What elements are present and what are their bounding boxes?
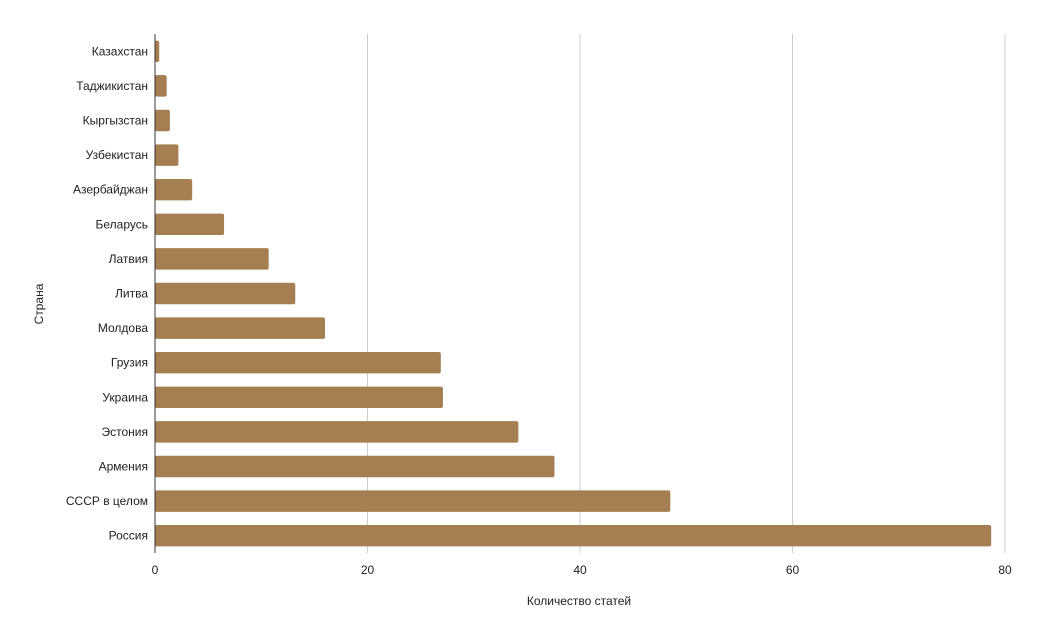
bar-10 xyxy=(155,351,441,374)
bar-14 xyxy=(155,490,671,512)
y-category-label: Беларусь xyxy=(96,217,148,231)
x-axis-title: Количество статей xyxy=(527,594,631,608)
x-tick-label: 60 xyxy=(786,563,800,577)
tick-labels: 0 20 40 60 80 Казахстан Таджикистан Кыргызстан У… xyxy=(66,44,1012,577)
x-tick-label: 20 xyxy=(361,563,375,577)
bar-3 xyxy=(155,109,170,132)
bar-15 xyxy=(155,524,992,547)
y-category-label: Украина xyxy=(102,390,148,404)
bar-13 xyxy=(155,455,555,478)
bar-6 xyxy=(155,213,225,236)
bar-4 xyxy=(155,144,179,166)
y-category-label: Литва xyxy=(115,287,148,301)
bar-11 xyxy=(155,386,443,409)
y-category-label: Узбекистан xyxy=(86,148,148,162)
y-category-label: Молдова xyxy=(98,321,148,335)
y-category-label: Казахстан xyxy=(92,44,148,58)
bar-5 xyxy=(155,178,193,201)
y-category-label: Латвия xyxy=(109,252,148,266)
bar-2 xyxy=(155,75,167,97)
bar-1 xyxy=(155,40,160,63)
bars xyxy=(155,40,992,547)
bar-12 xyxy=(155,421,519,443)
bar-9 xyxy=(155,317,325,339)
y-category-label: Кыргызстан xyxy=(83,114,148,128)
x-tick-label: 80 xyxy=(998,563,1012,577)
x-tick-label: 0 xyxy=(152,563,159,577)
y-category-label: Грузия xyxy=(111,356,148,370)
y-category-label: Россия xyxy=(109,529,148,543)
bar-8 xyxy=(155,282,296,305)
y-category-label: Эстония xyxy=(102,425,149,439)
y-category-label: Таджикистан xyxy=(76,79,148,93)
bar-7 xyxy=(155,248,269,270)
y-category-label: Азербайджан xyxy=(73,183,148,197)
y-axis-title: Страна xyxy=(32,283,46,324)
x-tick-label: 40 xyxy=(573,563,587,577)
y-category-label: Армения xyxy=(99,460,148,474)
y-category-label: СССР в целом xyxy=(66,494,148,508)
